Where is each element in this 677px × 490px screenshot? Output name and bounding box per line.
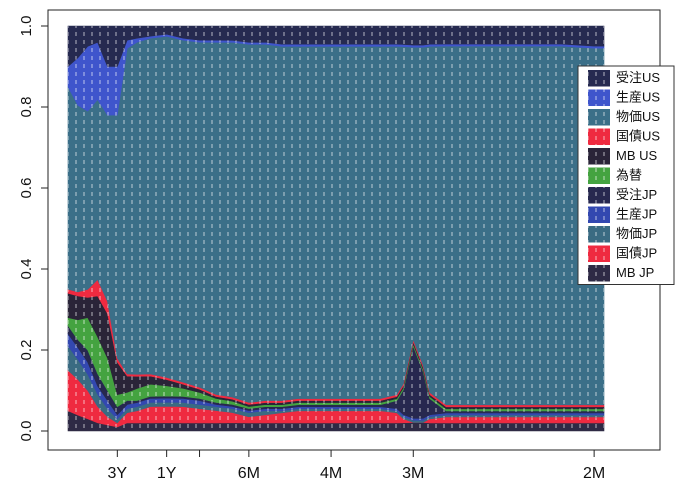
legend-label: 国債US	[616, 129, 660, 144]
x-axis: 3Y 1Y 6M 4M 3M 2M	[108, 449, 605, 482]
legend-label: 受注JP	[616, 187, 657, 202]
area-texture-series-10	[68, 26, 604, 67]
y-tick-label: 0.6	[18, 178, 35, 199]
legend-swatch-texture	[588, 226, 610, 243]
legend-label: 国債JP	[616, 246, 657, 261]
x-tick-label: 6M	[238, 465, 260, 482]
y-tick-label: 0.2	[18, 340, 35, 361]
area-texture-series-1	[68, 370, 604, 427]
y-tick-label: 1.0	[18, 16, 35, 37]
x-tick-label: 1Y	[157, 465, 177, 482]
area-texture-series-5	[68, 317, 604, 411]
legend-swatch-texture	[588, 206, 610, 223]
y-tick-label: 0.4	[18, 259, 35, 280]
legend-swatch-texture	[588, 265, 610, 282]
legend-swatch-texture	[588, 187, 610, 204]
y-tick-label: 0.8	[18, 97, 35, 118]
x-tick-label: 4M	[320, 465, 342, 482]
legend-swatch-texture	[588, 70, 610, 87]
area-texture-series-2	[68, 346, 604, 423]
legend-label: 物価US	[616, 109, 660, 124]
area-texture-series-0	[68, 410, 604, 431]
area-texture-series-8	[68, 36, 604, 405]
legend-label: 生産US	[616, 90, 660, 105]
legend-swatch-texture	[588, 167, 610, 184]
legend-label: MB US	[616, 148, 658, 163]
legend-label: 受注US	[616, 70, 660, 85]
legend-label: MB JP	[616, 265, 654, 280]
area-texture-series-3	[68, 333, 604, 421]
x-tick-label: 2M	[583, 465, 605, 482]
legend-label: 生産JP	[616, 207, 657, 222]
x-tick-label: 3M	[402, 465, 424, 482]
y-tick-label: 0.0	[18, 421, 35, 442]
legend-swatch-texture	[588, 109, 610, 126]
x-tick-label: 3Y	[108, 465, 128, 482]
legend-label: 為替	[616, 168, 642, 183]
y-axis: 0.0 0.2 0.4 0.6 0.8 1.0	[18, 16, 49, 442]
legend-swatch-texture	[588, 245, 610, 262]
legend-swatch-texture	[588, 89, 610, 106]
area-texture-series-4	[68, 325, 604, 419]
area-layers	[67, 25, 605, 432]
legend-swatch-texture	[588, 128, 610, 145]
legend-swatch-texture	[588, 148, 610, 165]
legend-label: 物価JP	[616, 226, 657, 241]
